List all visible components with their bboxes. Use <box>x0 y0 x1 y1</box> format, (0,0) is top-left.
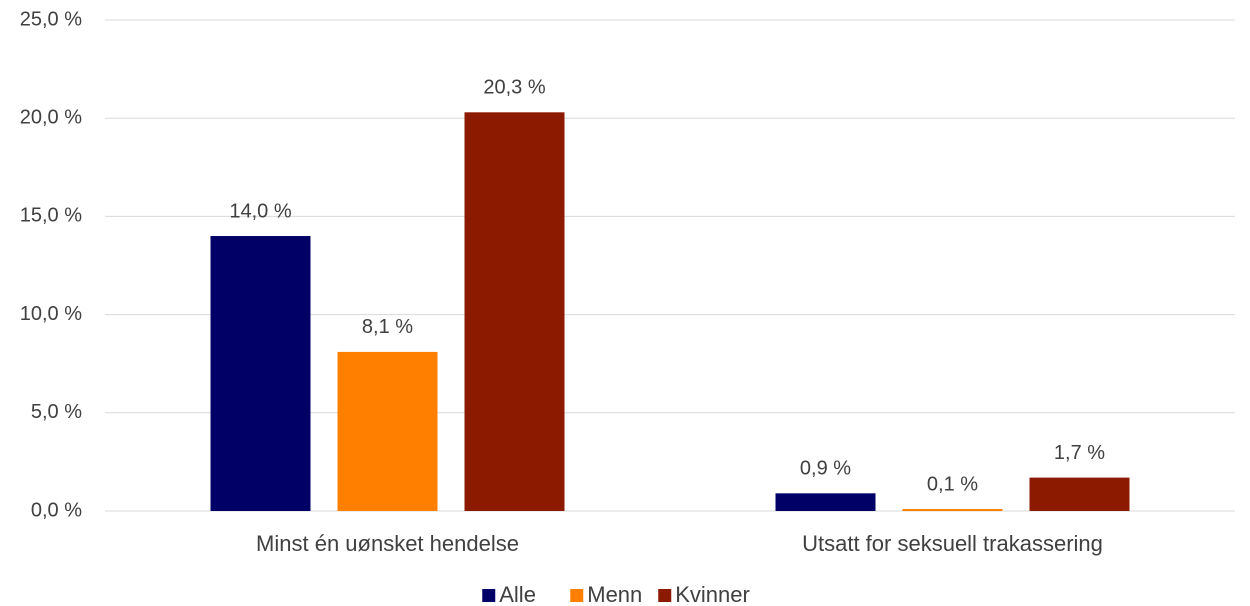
legend-label: Menn <box>587 582 642 606</box>
bar <box>902 509 1003 511</box>
legend-label: Kvinner <box>675 582 750 606</box>
y-tick-label: 20,0 % <box>20 106 82 128</box>
value-label: 0,9 % <box>800 458 851 480</box>
x-tick-label: Utsatt for seksuell trakassering <box>802 531 1103 556</box>
legend-swatch <box>658 589 672 602</box>
value-label: 1,7 % <box>1054 442 1105 464</box>
bar <box>1029 477 1130 511</box>
bar <box>775 493 876 511</box>
y-tick-label: 0,0 % <box>31 499 82 521</box>
bar <box>464 112 565 512</box>
y-tick-label: 10,0 % <box>20 303 82 325</box>
value-label: 14,0 % <box>229 200 291 222</box>
y-tick-label: 5,0 % <box>31 401 82 423</box>
x-tick-label: Minst én uønsket hendelse <box>256 531 519 556</box>
value-label: 20,3 % <box>483 77 545 99</box>
value-label: 0,1 % <box>927 473 978 495</box>
y-tick-label: 25,0 % <box>20 8 82 30</box>
bar <box>210 236 311 512</box>
legend-label: Alle <box>499 582 536 606</box>
legend-swatch <box>482 589 496 602</box>
y-tick-label: 15,0 % <box>20 205 82 227</box>
bar <box>337 351 438 511</box>
legend-swatch <box>570 589 584 602</box>
value-label: 8,1 % <box>362 316 413 338</box>
